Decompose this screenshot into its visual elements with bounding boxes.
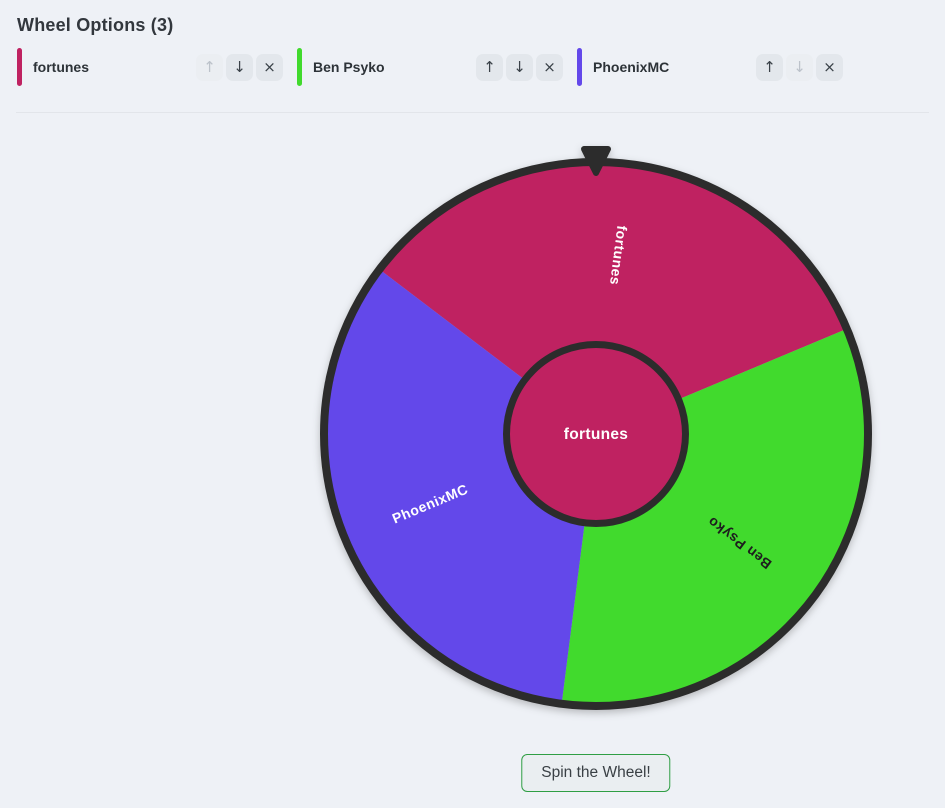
wheel-segment [326,270,596,702]
remove-option-button[interactable]: × [816,53,843,81]
move-down-button[interactable]: ↓ [506,53,533,81]
wheel-center-circle [503,341,689,527]
option-color-bar [17,48,22,86]
option-button-group: ↑ ↓ × [476,53,563,81]
remove-option-button[interactable]: × [256,53,283,81]
section-divider [16,112,929,113]
option-row: fortunes ↑ ↓ × [17,48,283,86]
option-button-group: ↑ ↓ × [756,53,843,81]
header: Wheel Options (3) [0,0,945,36]
wheel-pointer-icon [581,146,611,176]
option-row: Ben Psyko ↑ ↓ × [297,48,563,86]
option-color-bar [297,48,302,86]
spin-wheel-button[interactable]: Spin the Wheel! [521,754,671,792]
options-row: fortunes ↑ ↓ × Ben Psyko ↑ ↓ × PhoenixMC… [17,48,945,86]
move-up-button[interactable]: ↑ [196,53,223,81]
wheel-center-label: fortunes [564,426,628,443]
option-color-bar [577,48,582,86]
move-up-button[interactable]: ↑ [476,53,503,81]
option-button-group: ↑ ↓ × [196,53,283,81]
option-label: fortunes [33,59,89,75]
remove-option-button[interactable]: × [536,53,563,81]
move-down-button[interactable]: ↓ [786,53,813,81]
page-title: Wheel Options (3) [17,15,174,35]
option-row: PhoenixMC ↑ ↓ × [577,48,843,86]
option-label: PhoenixMC [593,59,670,75]
move-up-button[interactable]: ↑ [756,53,783,81]
option-label: Ben Psyko [313,59,385,75]
wheel-segment-label: fortunes [607,225,630,287]
wheel-area: fortunes Ben Psyko PhoenixMC fortunes Spin… [0,113,945,808]
wheel-segment [381,164,845,434]
move-down-button[interactable]: ↓ [226,53,253,81]
